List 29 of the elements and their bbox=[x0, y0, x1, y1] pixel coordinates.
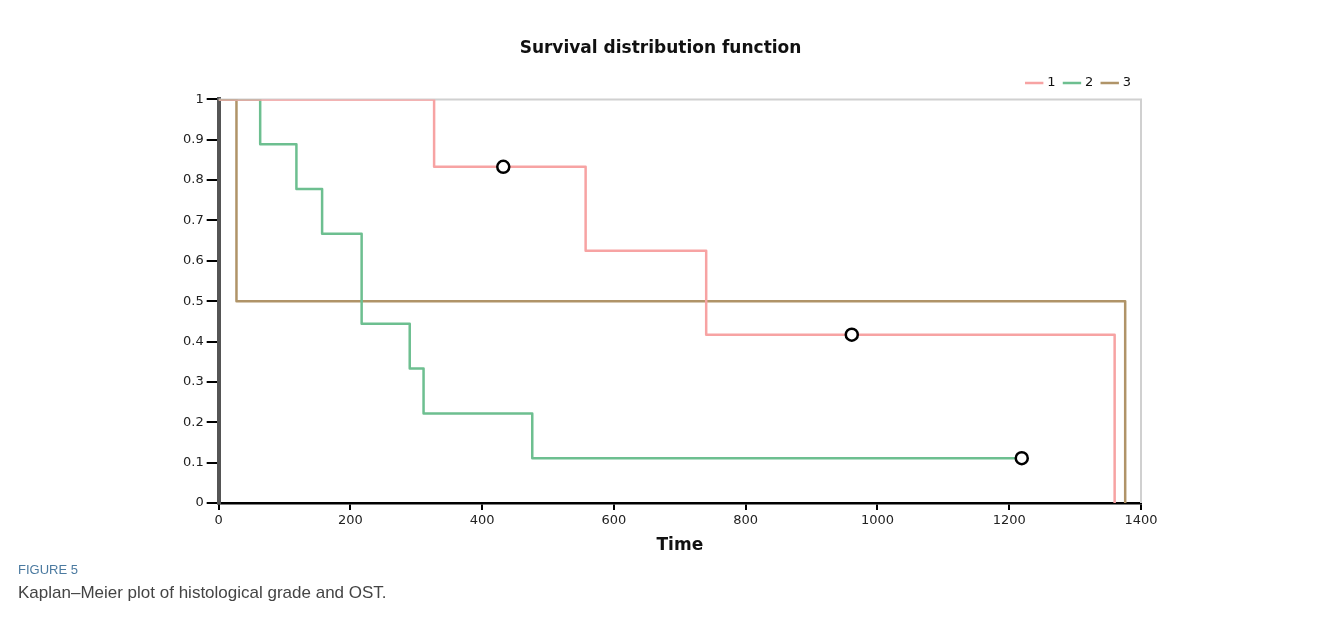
y-tick-label: 0.6 bbox=[182, 252, 204, 268]
point bbox=[844, 327, 860, 342]
x-axis-title: Time bbox=[656, 534, 704, 555]
x-tick-label: 1200 bbox=[992, 512, 1026, 528]
y-tick-label: 0.1 bbox=[182, 454, 204, 470]
x-tick-label: 200 bbox=[338, 512, 363, 528]
y-tick-label: 0.8 bbox=[182, 171, 204, 187]
x-tick-label: 1400 bbox=[1124, 512, 1158, 528]
y-tick-label: 0.7 bbox=[182, 211, 204, 227]
caption: FIGURE 5 bbox=[18, 562, 79, 577]
y-tick-label: 0.9 bbox=[182, 131, 204, 147]
x-tick-label: 800 bbox=[733, 512, 759, 528]
point bbox=[496, 159, 511, 175]
legend-label: 2 bbox=[1084, 74, 1094, 90]
y-tick-label: 0.4 bbox=[182, 332, 204, 348]
chart-title: Survival distribution function bbox=[519, 36, 802, 57]
point bbox=[1014, 450, 1030, 466]
x-tick-label: 600 bbox=[601, 512, 627, 528]
text: Kaplan–Meier plot of histological grade and OST. bbox=[18, 583, 388, 603]
x-tick-label: 0 bbox=[214, 512, 223, 528]
y-tick-label: 0.5 bbox=[182, 292, 204, 308]
y-tick-label: 0 bbox=[195, 494, 204, 510]
legend-label: 1 bbox=[1047, 74, 1056, 90]
legend-label: 3 bbox=[1122, 74, 1132, 90]
y-tick-label: 0.2 bbox=[182, 413, 204, 429]
y-tick-label: 0.3 bbox=[182, 373, 204, 389]
x-tick-label: 1000 bbox=[860, 512, 895, 528]
x-tick-label: 400 bbox=[469, 512, 495, 528]
y-tick-label: 1 bbox=[195, 90, 204, 106]
